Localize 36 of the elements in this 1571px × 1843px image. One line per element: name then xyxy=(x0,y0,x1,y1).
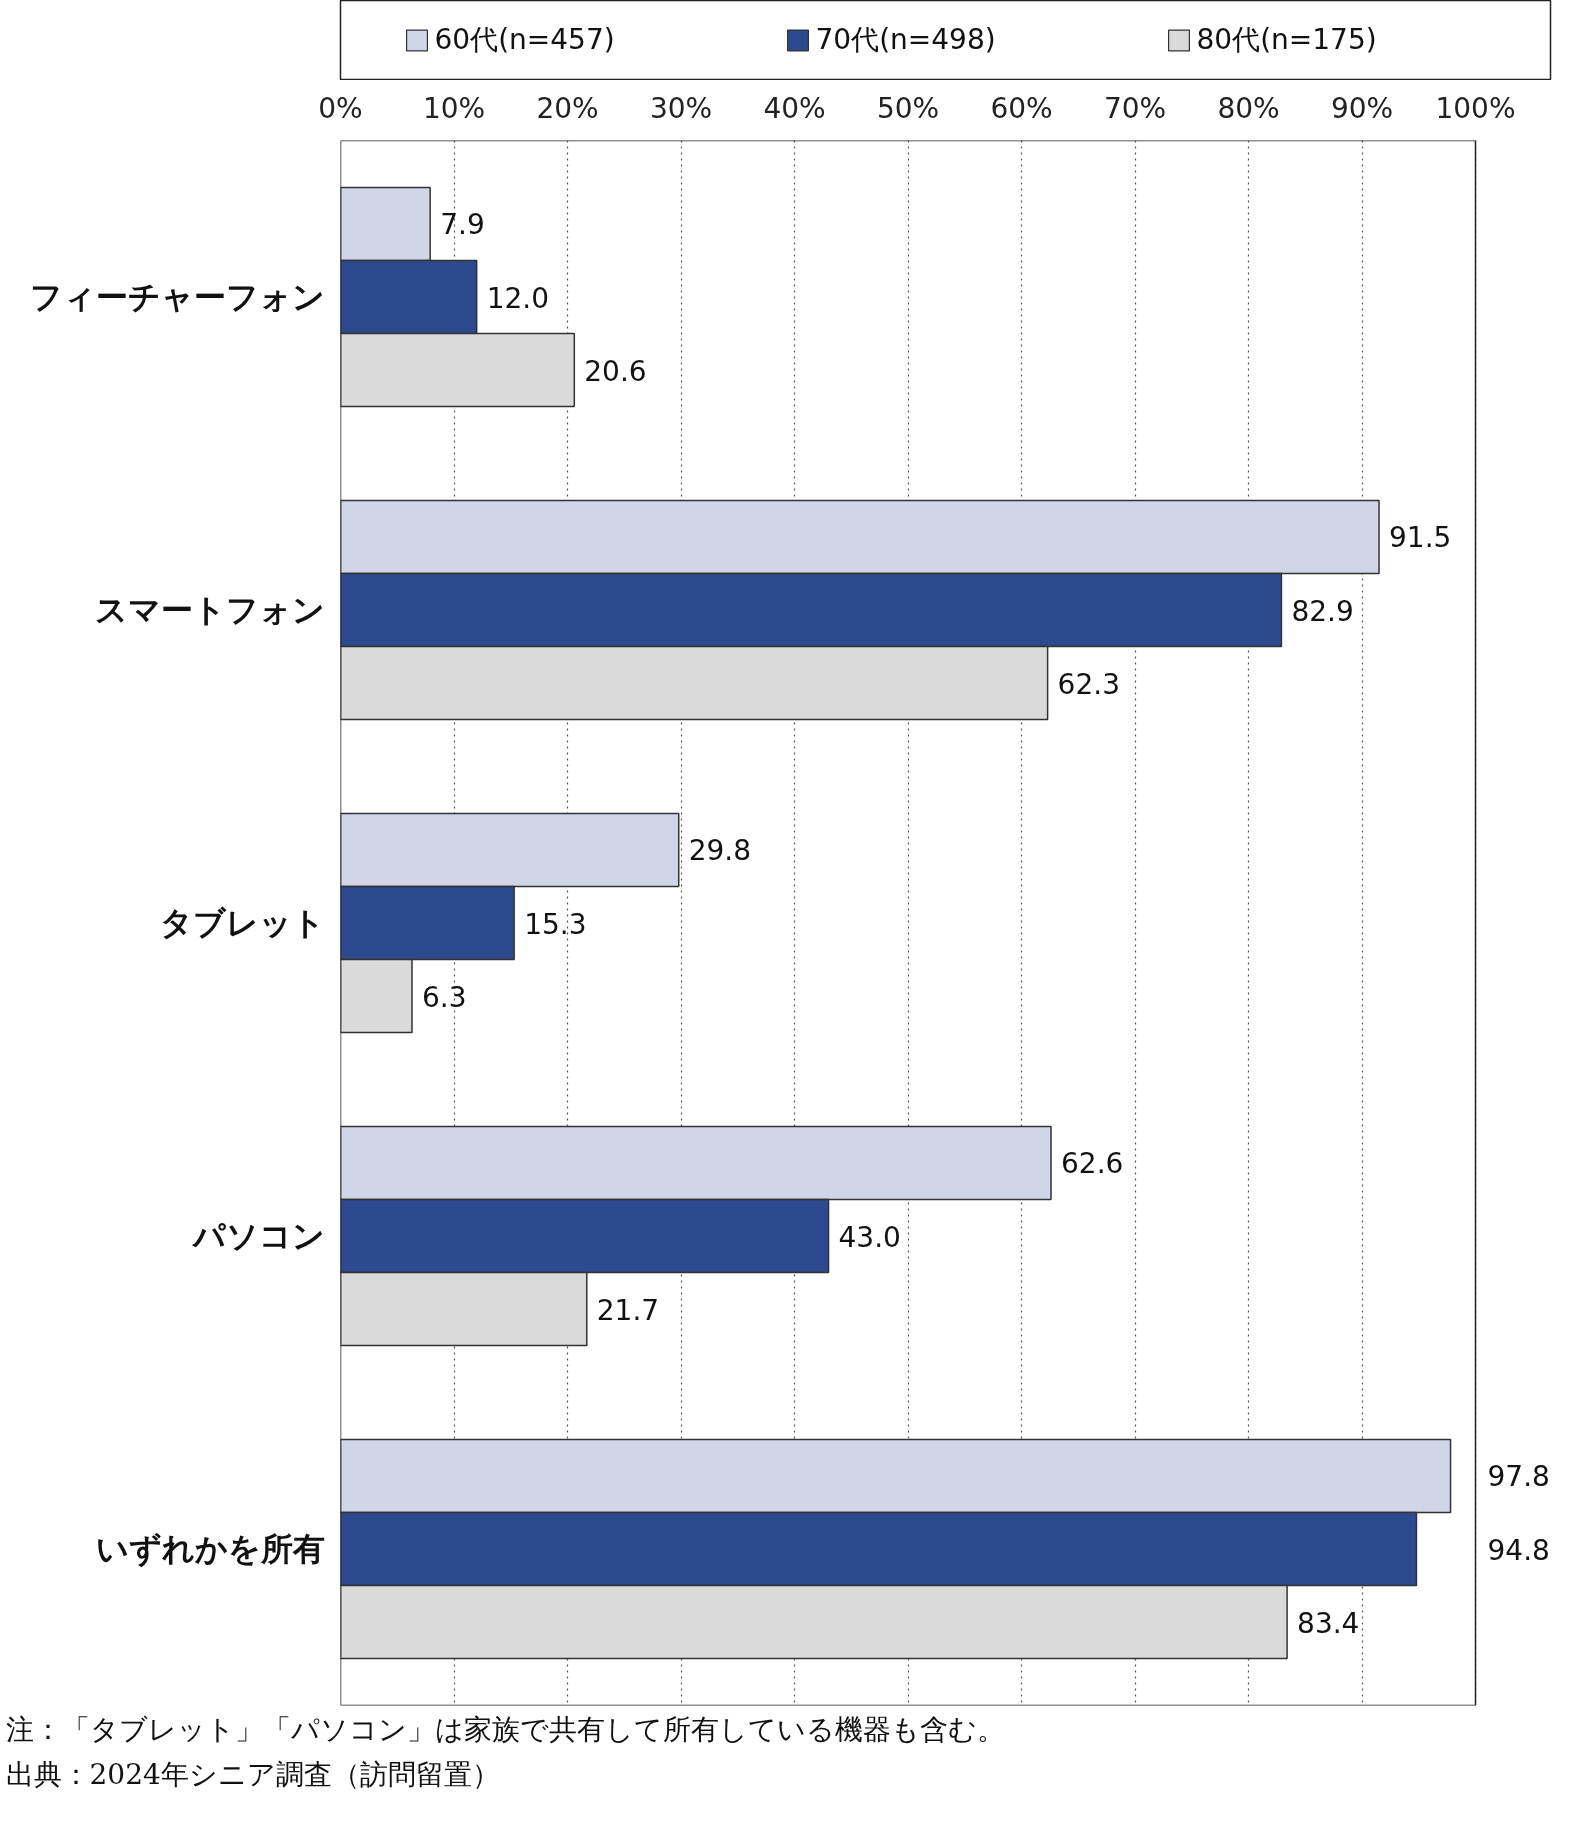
x-tick-label: 10% xyxy=(422,91,486,125)
data-label: 62.6 xyxy=(1061,1147,1124,1181)
legend-label: 80代(n=175) xyxy=(1196,22,1378,58)
x-tick-label: 100% xyxy=(1435,91,1516,125)
legend-label: 70代(n=498) xyxy=(815,22,997,58)
data-label: 43.0 xyxy=(838,1220,901,1254)
x-tick-label: 30% xyxy=(649,91,713,125)
x-tick-label: 90% xyxy=(1330,91,1394,125)
x-tick-label: 20% xyxy=(536,91,599,125)
data-label: 6.3 xyxy=(422,980,467,1014)
data-label: 20.6 xyxy=(584,354,647,388)
legend-label: 60代(n=457) xyxy=(434,22,616,58)
data-label: 21.7 xyxy=(596,1293,660,1327)
data-label: 29.8 xyxy=(688,834,752,868)
data-label: 12.0 xyxy=(486,281,550,315)
x-tick-label: 60% xyxy=(990,91,1053,125)
data-label: 62.3 xyxy=(1057,667,1120,701)
data-label: 91.5 xyxy=(1389,521,1452,555)
source-note: 出典：2024年シニア調査（訪問留置） xyxy=(5,1757,500,1791)
y-tick-label: スマートフォン xyxy=(94,591,325,629)
data-label: 7.9 xyxy=(440,208,485,242)
x-tick-label: 50% xyxy=(876,91,940,125)
data-label: 15.3 xyxy=(524,907,587,941)
x-tick-label: 0% xyxy=(318,91,363,125)
y-tick-label: フィーチャーフォン xyxy=(29,278,325,316)
y-tick-label: いずれかを所有 xyxy=(95,1530,325,1568)
x-tick-label: 80% xyxy=(1217,91,1280,125)
data-label: 82.9 xyxy=(1291,594,1354,628)
x-tick-label: 70% xyxy=(1103,91,1167,125)
data-label: 83.4 xyxy=(1297,1606,1360,1640)
y-tick-label: タブレット xyxy=(159,904,325,942)
text: 注：「タブレット」「パソコン」は家族で共有して所有している機器も含む。 xyxy=(5,1712,1005,1746)
x-tick-label: 40% xyxy=(763,91,826,125)
data-label: 97.8 xyxy=(1487,1460,1550,1494)
y-tick-label: パソコン xyxy=(190,1217,325,1255)
data-label: 94.8 xyxy=(1487,1533,1550,1567)
